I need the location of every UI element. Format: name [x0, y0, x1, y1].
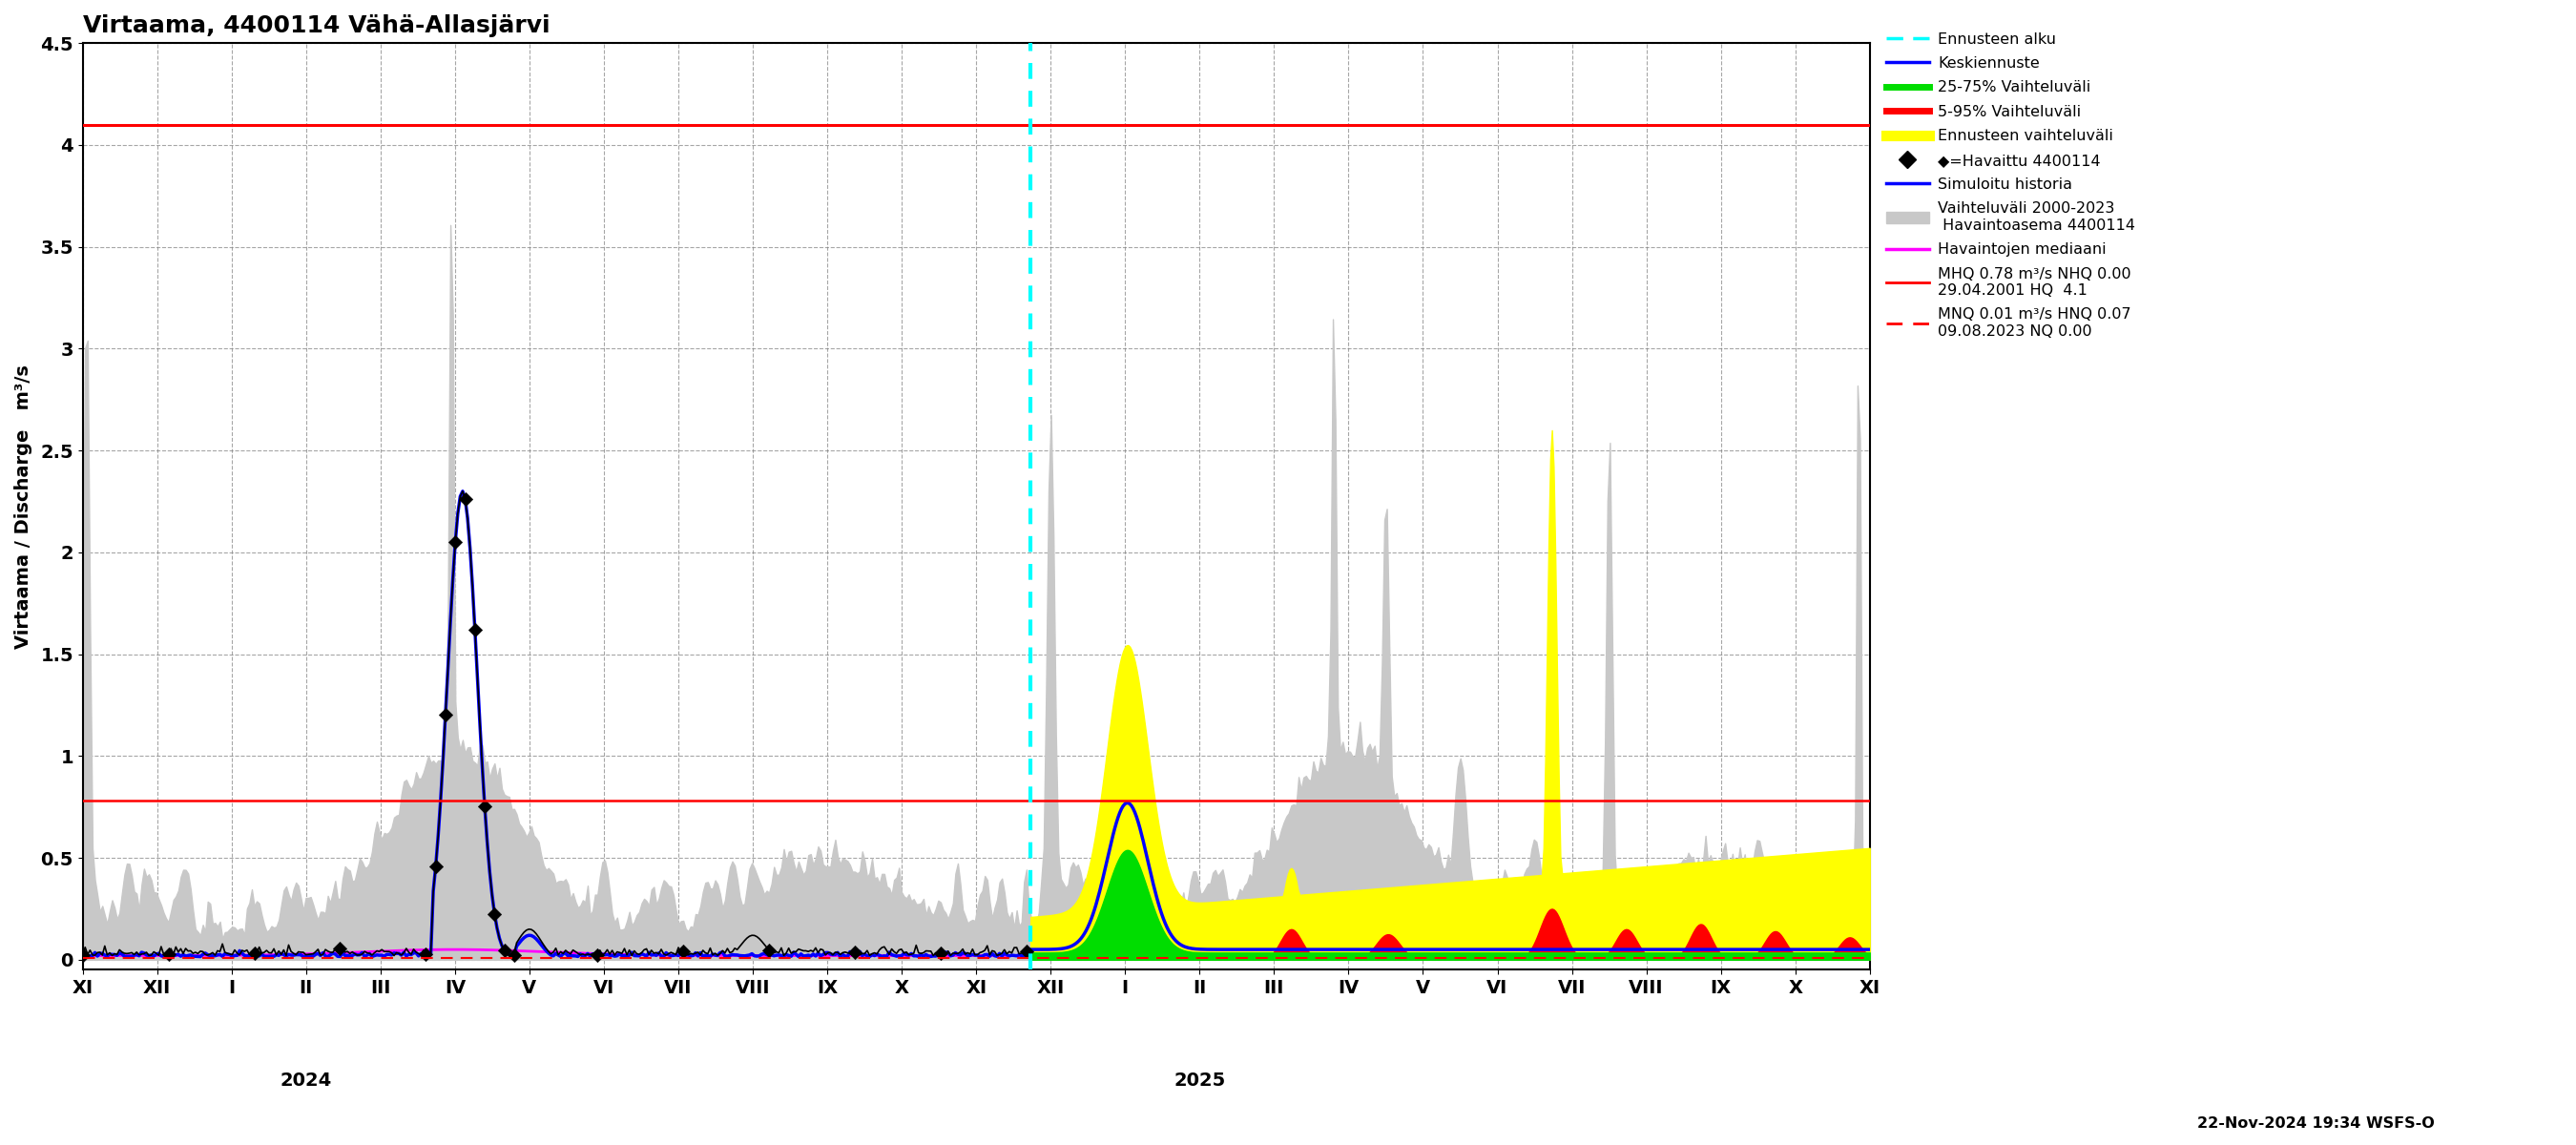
Point [62, 946, 103, 964]
Point [577, 946, 618, 964]
Point [474, 905, 515, 923]
Text: 2025: 2025 [1175, 1072, 1226, 1090]
Point [425, 705, 466, 724]
Point [446, 489, 487, 507]
Text: 2024: 2024 [281, 1072, 332, 1090]
Point [835, 942, 876, 961]
Point [1005, 942, 1046, 961]
Point [404, 946, 446, 964]
Point [495, 946, 536, 964]
Point [435, 532, 477, 551]
Point [415, 858, 456, 876]
Point [464, 797, 505, 815]
Point [484, 941, 526, 960]
Legend: Ennusteen alku, Keskiennuste, 25-75% Vaihteluväli, 5-95% Vaihteluväli, Ennusteen: Ennusteen alku, Keskiennuste, 25-75% Vai… [1886, 32, 2136, 339]
Point [662, 942, 703, 961]
Point [319, 940, 361, 958]
Point [750, 941, 791, 960]
Point [453, 621, 495, 639]
Point [920, 943, 961, 962]
Y-axis label: Virtaama / Discharge   m³/s: Virtaama / Discharge m³/s [15, 364, 33, 648]
Point [147, 945, 188, 963]
Text: Virtaama, 4400114 Vähä-Allasjärvi: Virtaama, 4400114 Vähä-Allasjärvi [82, 14, 549, 37]
Point [234, 945, 276, 963]
Text: 22-Nov-2024 19:34 WSFS-O: 22-Nov-2024 19:34 WSFS-O [2197, 1116, 2434, 1131]
